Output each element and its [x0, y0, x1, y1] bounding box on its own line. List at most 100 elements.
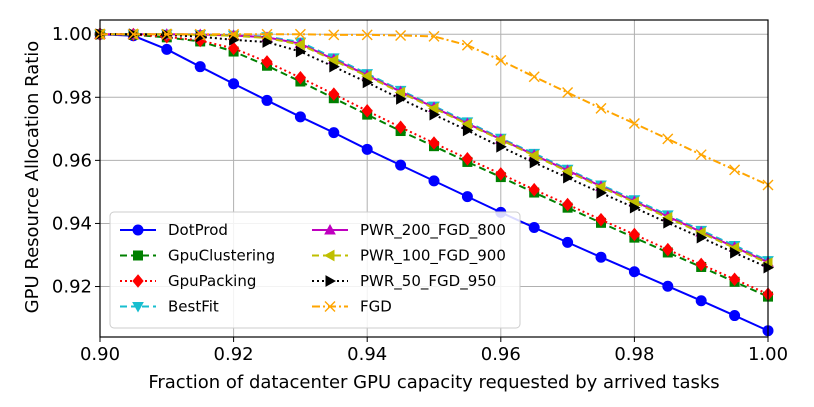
y-tick-label: 0.96 [52, 150, 92, 171]
legend-item-pwr-50-fgd-950: PWR_50_FGD_950 [312, 272, 496, 291]
data-point-pwr-100-fgd-900 [528, 149, 539, 162]
data-point-dotprod [428, 175, 440, 187]
data-point-fgd [595, 102, 607, 114]
data-point-pwr-100-fgd-900 [427, 102, 439, 115]
legend-label: FGD [360, 298, 392, 316]
plot-frame [99, 19, 769, 338]
legend-item-pwr-200-fgd-800: PWR_200_FGD_800 [312, 221, 506, 240]
y-tick-label: 0.94 [52, 213, 92, 234]
data-point-fgd [461, 39, 473, 51]
legend-item-gpupacking: GpuPacking [120, 272, 256, 290]
data-point-fgd [294, 28, 306, 40]
data-point-fgd [127, 28, 139, 40]
data-point-gpupacking [428, 136, 440, 150]
data-point-dotprod [695, 295, 707, 307]
data-point-pwr-50-fgd-950 [329, 60, 340, 73]
data-point-pwr-50-fgd-950 [229, 34, 240, 46]
data-point-dotprod [628, 266, 640, 278]
data-point-fgd [729, 164, 741, 176]
legend: DotProd GpuClustering GpuPacking BestFit PWR… [109, 211, 521, 329]
legend-label: BestFit [168, 298, 219, 316]
legend-item-fgd: FGD [312, 298, 392, 316]
data-point-dotprod [294, 111, 306, 123]
series-line-pwr-100-fgd-900 [100, 33, 769, 265]
data-point-fgd [361, 29, 373, 41]
data-point-pwr-50-fgd-950 [429, 108, 441, 121]
data-point-fgd [328, 29, 340, 41]
data-point-pwr-50-fgd-950 [262, 36, 274, 48]
data-point-pwr-100-fgd-900 [494, 134, 506, 146]
data-point-pwr-50-fgd-950 [362, 76, 374, 89]
data-point-pwr-50-fgd-950 [462, 124, 474, 137]
legend-label: DotProd [168, 221, 228, 239]
y-axis-label: GPU Resource Allocation Ratio [22, 41, 43, 314]
data-point-gpupacking [361, 104, 373, 118]
data-point-fgd [528, 71, 540, 83]
legend-item-pwr-100-fgd-900: PWR_100_FGD_900 [312, 247, 506, 266]
data-point-fgd [194, 28, 206, 40]
x-tick-label: 0.90 [80, 344, 120, 365]
data-point-gpupacking [394, 120, 407, 135]
series-line-fgd [100, 33, 769, 186]
series-fgd [94, 28, 774, 191]
data-point-gpupacking [461, 152, 474, 166]
data-point-dotprod [528, 222, 540, 234]
data-point-pwr-50-fgd-950 [529, 156, 541, 169]
data-point-dotprod [595, 251, 607, 263]
data-point-pwr-50-fgd-950 [496, 140, 507, 153]
y-tick-label: 0.92 [52, 277, 92, 298]
legend-marker [325, 275, 337, 287]
data-point-fgd [695, 149, 707, 161]
x-tick-label: 0.96 [481, 344, 521, 365]
legend-marker [324, 301, 336, 312]
legend-label: GpuClustering [168, 247, 275, 265]
data-point-dotprod [361, 143, 373, 155]
data-point-gpupacking [227, 41, 240, 56]
legend-box [109, 211, 521, 329]
data-point-gpupacking [628, 227, 641, 242]
data-point-fgd [161, 28, 173, 40]
data-point-fgd [628, 117, 640, 129]
data-point-gpupacking [261, 55, 273, 69]
y-tick-label: 1.00 [52, 24, 92, 45]
data-point-dotprod [729, 310, 741, 322]
data-point-pwr-50-fgd-950 [563, 171, 574, 184]
data-point-fgd [261, 28, 273, 40]
x-tick-label: 0.98 [614, 344, 654, 365]
data-point-pwr-100-fgd-900 [461, 118, 472, 130]
x-tick-label: 0.94 [347, 344, 387, 365]
legend-label: PWR_200_FGD_800 [360, 221, 506, 240]
data-point-gpupacking [328, 87, 340, 101]
data-point-dotprod [261, 94, 273, 106]
data-point-pwr-100-fgd-900 [361, 70, 372, 82]
data-point-fgd [428, 30, 440, 42]
x-tick-label: 1.00 [748, 344, 788, 365]
legend-marker [133, 250, 143, 261]
legend-label: PWR_100_FGD_900 [360, 247, 506, 266]
data-point-pwr-50-fgd-950 [663, 216, 674, 229]
data-point-pwr-100-fgd-900 [327, 54, 339, 67]
data-point-pwr-50-fgd-950 [696, 231, 708, 244]
data-point-gpupacking [561, 197, 574, 212]
data-point-fgd [562, 87, 574, 99]
legend-marker [132, 302, 144, 313]
data-point-dotprod [662, 280, 674, 292]
series-line-pwr-50-fgd-950 [100, 33, 769, 269]
data-point-dotprod [228, 78, 240, 90]
legend-marker [324, 223, 336, 235]
data-point-pwr-50-fgd-950 [730, 246, 741, 259]
data-point-gpupacking [294, 70, 307, 85]
data-point-fgd [495, 54, 507, 66]
data-point-pwr-100-fgd-900 [561, 165, 573, 178]
y-tick-label: 0.98 [52, 87, 92, 108]
data-point-dotprod [328, 127, 340, 139]
data-point-pwr-100-fgd-900 [394, 86, 406, 99]
data-point-gpupacking [495, 167, 507, 181]
series-layer [93, 27, 775, 337]
legend-marker [132, 224, 144, 236]
data-point-pwr-50-fgd-950 [295, 45, 307, 58]
data-point-gpupacking [662, 242, 674, 257]
legend-label: GpuPacking [168, 272, 256, 290]
data-point-gpupacking [728, 272, 741, 287]
